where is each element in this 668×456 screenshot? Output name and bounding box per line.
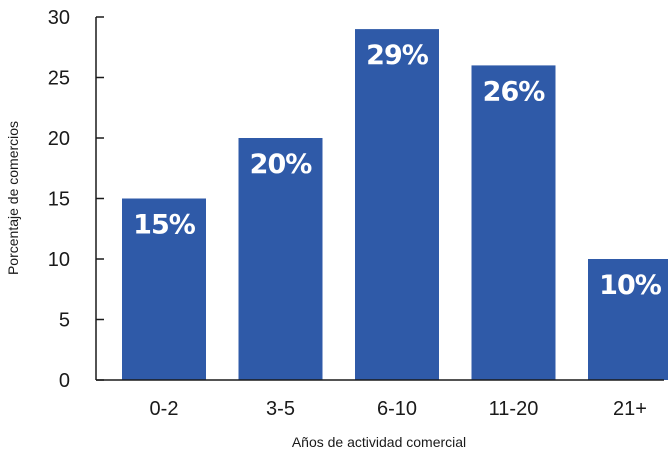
bar [355, 29, 439, 380]
x-tick-label: 21+ [613, 398, 647, 420]
y-tick-label: 25 [48, 68, 70, 90]
bar-data-label: 15% [133, 210, 196, 241]
y-tick-label: 5 [59, 310, 70, 332]
y-axis: 0 5 10 15 20 25 30 [48, 7, 104, 392]
bar-data-label: 26% [483, 76, 546, 107]
y-tick-label: 10 [48, 249, 70, 271]
y-tick-label: 20 [48, 128, 70, 150]
bar [471, 65, 556, 381]
y-tick-label: 0 [59, 370, 70, 392]
x-tick-label: 3-5 [266, 398, 295, 420]
y-tick-label: 15 [48, 189, 70, 211]
bar-data-label: 20% [250, 149, 313, 180]
bar [122, 198, 206, 380]
bar-data-label: 10% [599, 270, 662, 301]
x-tick-label: 0-2 [150, 398, 179, 420]
bars: 15% 20% 29% 26% 10% [122, 29, 668, 381]
y-axis-title: Porcentaje de comercios [5, 121, 21, 275]
bar [238, 138, 323, 380]
x-axis: 0-2 3-5 6-10 11-20 21+ [96, 379, 664, 420]
x-axis-title: Años de actividad comercial [292, 434, 466, 450]
x-tick-label: 6-10 [377, 398, 417, 420]
bar-data-label: 29% [366, 40, 429, 71]
x-tick-label: 11-20 [489, 398, 539, 420]
y-tick-label: 30 [48, 7, 70, 29]
bar [588, 259, 668, 380]
